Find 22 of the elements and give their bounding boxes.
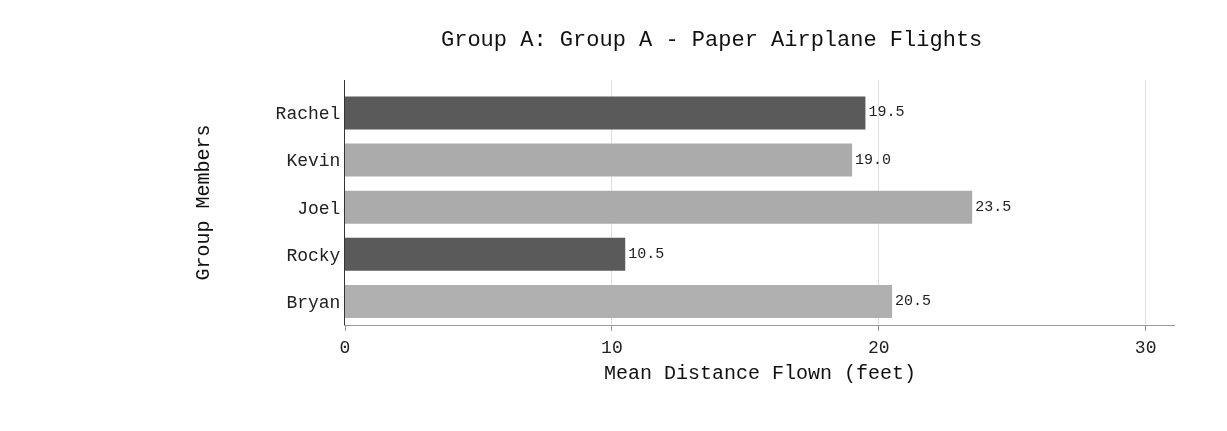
bar [345,284,893,318]
y-tick-label: Rachel [275,104,341,125]
x-tick-label: 20 [867,337,890,358]
data-label: 19.0 [855,151,892,169]
y-tick-label: Kevin [286,151,341,172]
y-tick-label: Bryan [286,292,341,313]
x-tick-label: 0 [339,337,351,358]
y-tick-label: Joel [297,198,341,219]
x-axis-title: Mean Distance Flown (feet) [603,362,917,386]
y-tick-label: Rocky [286,245,341,266]
data-label: 19.5 [868,104,905,122]
data-label: 20.5 [895,292,932,310]
x-tick-label: 30 [1134,337,1157,358]
bar [345,190,973,224]
bar [345,96,866,130]
bar [345,237,626,271]
bar [345,143,853,177]
x-tick-label: 10 [601,337,623,358]
chart-title: Group A: Group A - Paper Airplane Flights [441,27,983,53]
data-label: 10.5 [628,245,665,263]
y-axis-title: Group Members [192,124,216,281]
data-label: 23.5 [975,198,1012,216]
